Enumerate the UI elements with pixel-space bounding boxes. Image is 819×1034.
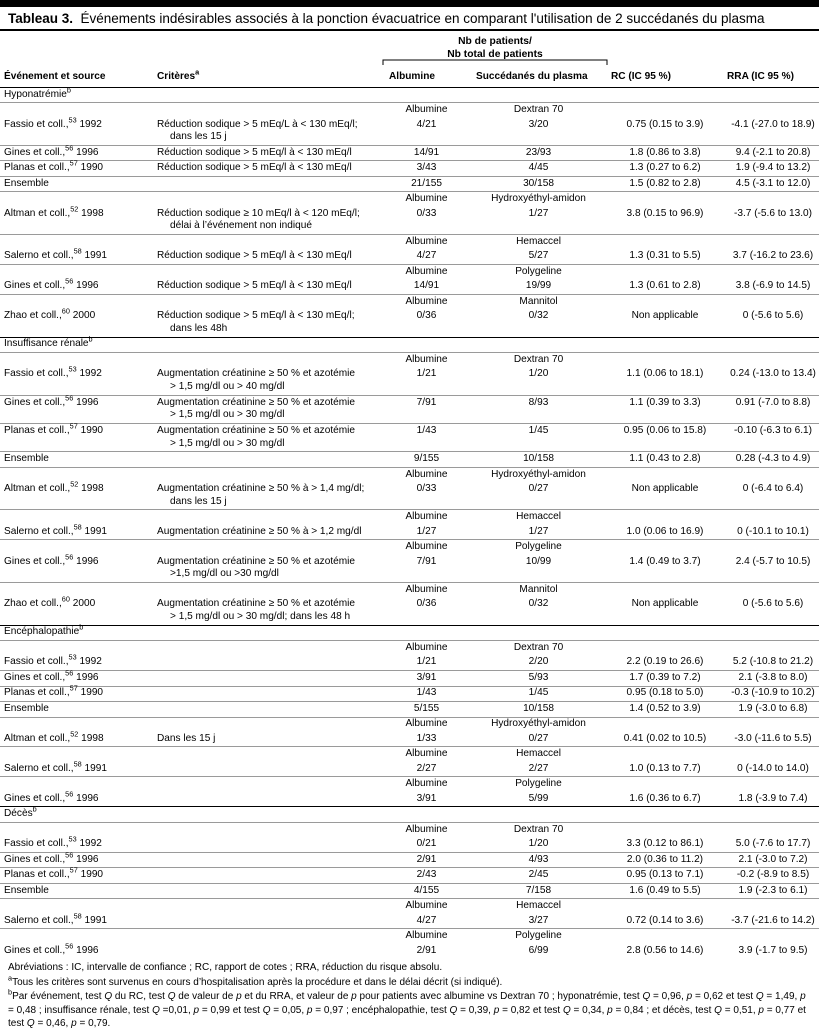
svg-text:Nb total de patients: Nb total de patients [447, 49, 543, 60]
svg-text:Nb de patients/: Nb de patients/ [458, 36, 532, 47]
